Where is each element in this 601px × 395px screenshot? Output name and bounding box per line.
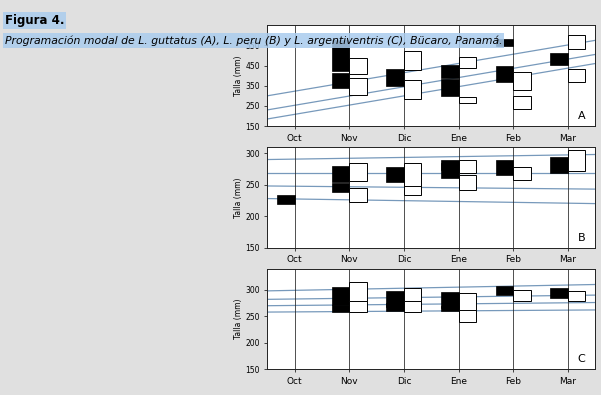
- Bar: [349, 163, 367, 181]
- Bar: [349, 282, 367, 301]
- Bar: [332, 305, 349, 312]
- Bar: [513, 290, 531, 301]
- Bar: [441, 163, 459, 179]
- Bar: [386, 69, 404, 86]
- Bar: [386, 303, 404, 311]
- Text: A: A: [578, 111, 585, 121]
- Text: Programación modal de L. guttatus (A), L. peru (B) y L. argentiventris (C), Büca: Programación modal de L. guttatus (A), L…: [5, 36, 502, 46]
- Bar: [441, 306, 459, 311]
- Bar: [459, 310, 476, 322]
- Bar: [404, 301, 421, 312]
- Bar: [459, 175, 476, 190]
- Bar: [386, 291, 404, 307]
- Bar: [513, 71, 531, 90]
- Bar: [404, 288, 421, 306]
- Bar: [404, 163, 421, 186]
- Bar: [459, 56, 476, 68]
- Bar: [277, 195, 294, 203]
- Bar: [404, 51, 421, 70]
- Bar: [496, 40, 513, 47]
- Bar: [496, 66, 513, 82]
- Bar: [386, 167, 404, 182]
- Bar: [459, 293, 476, 311]
- Bar: [332, 40, 349, 71]
- Bar: [349, 188, 367, 202]
- Bar: [404, 173, 421, 195]
- Bar: [551, 288, 568, 298]
- Bar: [551, 157, 568, 173]
- Bar: [332, 183, 349, 192]
- Bar: [496, 160, 513, 175]
- Bar: [459, 97, 476, 103]
- Bar: [568, 150, 585, 171]
- Y-axis label: Talla (mm): Talla (mm): [234, 55, 243, 96]
- Y-axis label: Talla (mm): Talla (mm): [234, 177, 243, 218]
- Bar: [496, 286, 513, 295]
- Text: B: B: [578, 233, 585, 243]
- Bar: [551, 53, 568, 64]
- Bar: [513, 167, 531, 180]
- Bar: [404, 80, 421, 99]
- Bar: [441, 292, 459, 308]
- Bar: [568, 35, 585, 49]
- Bar: [332, 287, 349, 305]
- Bar: [349, 301, 367, 312]
- Bar: [332, 73, 349, 88]
- Bar: [568, 69, 585, 82]
- Text: Figura 4.: Figura 4.: [5, 14, 64, 27]
- Bar: [349, 58, 367, 73]
- Text: C: C: [578, 354, 585, 364]
- Bar: [349, 78, 367, 95]
- Bar: [513, 96, 531, 109]
- Y-axis label: Talla (mm): Talla (mm): [234, 299, 243, 339]
- Bar: [459, 160, 476, 173]
- Bar: [441, 79, 459, 96]
- Bar: [568, 291, 585, 301]
- Bar: [332, 166, 349, 182]
- Bar: [441, 160, 459, 170]
- Bar: [441, 64, 459, 78]
